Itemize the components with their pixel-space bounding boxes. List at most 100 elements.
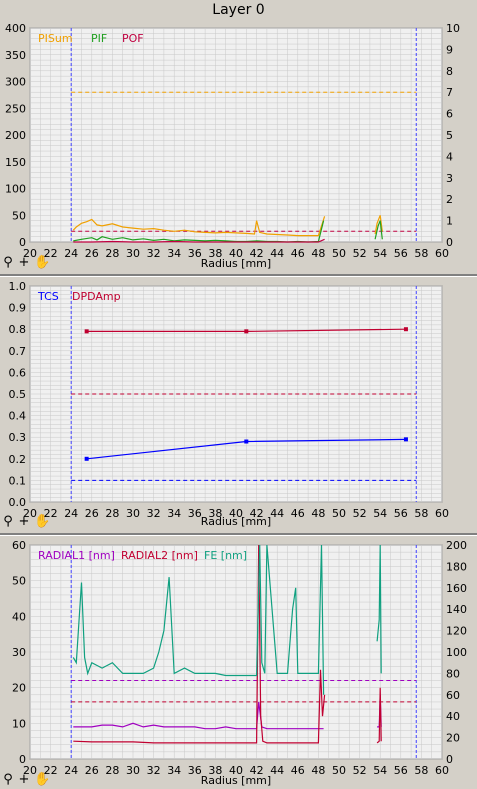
x-tick-label: 38 — [208, 247, 222, 260]
x-tick-label: 22 — [44, 247, 58, 260]
y-tick-label-right: 5 — [446, 129, 453, 142]
chart-toolbar-3: ⚲ + ✋ — [0, 771, 60, 789]
y-tick-label-left: 0 — [19, 753, 26, 766]
y-tick-label-left: 20 — [12, 682, 26, 695]
zoom-in-icon[interactable]: + — [18, 514, 30, 529]
y-tick-label-right: 10 — [446, 22, 460, 35]
pan-hand-icon[interactable]: ✋ — [34, 255, 51, 270]
data-point — [84, 329, 89, 334]
y-tick-label-left: 50 — [12, 209, 26, 222]
x-tick-label: 42 — [250, 764, 264, 777]
x-tick-label: 54 — [373, 507, 387, 520]
x-tick-label: 32 — [147, 764, 161, 777]
chart-panel-2: 0.0 0.1 0.2 0.3 0.4 0.5 0.6 0.7 0.8 0.9 1.0 20 22 24 2… — [0, 277, 477, 532]
y-tick-label-right: 120 — [446, 625, 467, 638]
page-title: Layer 0 — [212, 2, 265, 18]
y-tick-label-left: 0.7 — [9, 345, 27, 358]
x-tick-label: 28 — [105, 507, 119, 520]
chart-tcs-dpdamp[interactable]: 0.0 0.1 0.2 0.3 0.4 0.5 0.6 0.7 0.8 0.9 1.0 20 22 24 2… — [0, 277, 477, 532]
legend-entry: FE [nm] — [204, 549, 247, 562]
legend-entry: POF — [122, 32, 144, 45]
y-tick-label-left: 400 — [5, 22, 26, 35]
y-tick-label-left: 0.9 — [9, 302, 27, 315]
y-tick-label-left: 350 — [5, 49, 26, 62]
x-tick-label: 34 — [167, 507, 181, 520]
legend-entry: TCS — [37, 290, 59, 303]
y-tick-label-left: 0.8 — [9, 323, 27, 336]
series-line — [73, 238, 325, 243]
y-tick-label-right: 4 — [446, 150, 453, 163]
y-tick-label-right: 0 — [446, 753, 453, 766]
x-tick-label: 50 — [332, 507, 346, 520]
y-tick-label-right: 140 — [446, 603, 467, 616]
x-tick-label: 48 — [311, 247, 325, 260]
data-point — [244, 439, 249, 444]
x-tick-label: 22 — [44, 507, 58, 520]
y-tick-label-left: 0.1 — [9, 474, 27, 487]
x-tick-label: 34 — [167, 764, 181, 777]
zoom-reset-icon[interactable]: ⚲ — [3, 514, 13, 529]
pan-hand-icon[interactable]: ✋ — [34, 514, 51, 529]
x-tick-label: 36 — [188, 764, 202, 777]
series-line — [374, 220, 383, 240]
x-tick-label: 36 — [188, 507, 202, 520]
y-tick-label-left: 0.0 — [9, 496, 27, 509]
chart-toolbar-1: ⚲ + ✋ — [0, 254, 60, 272]
y-tick-label-right: 2 — [446, 193, 453, 206]
x-tick-label: 50 — [332, 764, 346, 777]
y-tick-label-left: 0.6 — [9, 366, 27, 379]
x-tick-label: 60 — [435, 507, 449, 520]
x-tick-label: 58 — [414, 507, 428, 520]
x-tick-label: 24 — [64, 764, 78, 777]
y-tick-label-left: 1.0 — [9, 280, 27, 293]
x-tick-label: 50 — [332, 247, 346, 260]
x-tick-label: 42 — [250, 507, 264, 520]
x-tick-label: 46 — [291, 507, 305, 520]
data-point — [403, 327, 408, 332]
chart-panel-1: 0 50 100 150 200 250 300 350 400 0 1 2 3 4 5 6 7 8 9 10 20 22… — [0, 20, 477, 272]
x-tick-label: 36 — [188, 247, 202, 260]
y-tick-label-right: 100 — [446, 646, 467, 659]
chart-toolbar-2: ⚲ + ✋ — [0, 513, 60, 531]
x-tick-label: 34 — [167, 247, 181, 260]
y-tick-label-left: 30 — [12, 646, 26, 659]
x-tick-label: 44 — [270, 764, 284, 777]
y-tick-label-left: 50 — [12, 575, 26, 588]
x-tick-label: 20 — [23, 247, 37, 260]
y-tick-label-right: 60 — [446, 689, 460, 702]
data-point — [403, 437, 408, 442]
y-tick-label-right: 180 — [446, 560, 467, 573]
y-tick-label-left: 0.5 — [9, 388, 27, 401]
x-tick-label: 56 — [394, 247, 408, 260]
data-point — [84, 456, 89, 461]
x-tick-label: 40 — [229, 247, 243, 260]
x-tick-label: 54 — [373, 764, 387, 777]
x-tick-label: 38 — [208, 507, 222, 520]
zoom-in-icon[interactable]: + — [18, 772, 30, 787]
x-tick-label: 26 — [85, 247, 99, 260]
y-tick-label-right: 9 — [446, 43, 453, 56]
x-tick-label: 52 — [353, 764, 367, 777]
divider — [0, 274, 477, 277]
y-tick-label-left: 10 — [12, 717, 26, 730]
y-tick-label-right: 200 — [446, 539, 467, 552]
y-tick-label-left: 0.4 — [9, 410, 27, 423]
x-tick-label: 26 — [85, 507, 99, 520]
x-tick-label: 54 — [373, 247, 387, 260]
zoom-reset-icon[interactable]: ⚲ — [3, 255, 13, 270]
y-tick-label-right: 80 — [446, 667, 460, 680]
y-tick-label-left: 300 — [5, 76, 26, 89]
x-tick-label: 20 — [23, 764, 37, 777]
y-tick-label-left: 40 — [12, 610, 26, 623]
zoom-reset-icon[interactable]: ⚲ — [3, 772, 13, 787]
zoom-in-icon[interactable]: + — [18, 255, 30, 270]
series-line — [72, 544, 325, 695]
x-tick-label: 44 — [270, 247, 284, 260]
chart-radial-fe[interactable]: 0102030405060020406080100120140160180200… — [0, 536, 477, 789]
x-axis-label: Radius [mm] — [201, 774, 271, 787]
series-line — [374, 215, 383, 235]
x-tick-label: 56 — [394, 764, 408, 777]
pan-hand-icon[interactable]: ✋ — [34, 772, 51, 787]
x-tick-label: 42 — [250, 247, 264, 260]
